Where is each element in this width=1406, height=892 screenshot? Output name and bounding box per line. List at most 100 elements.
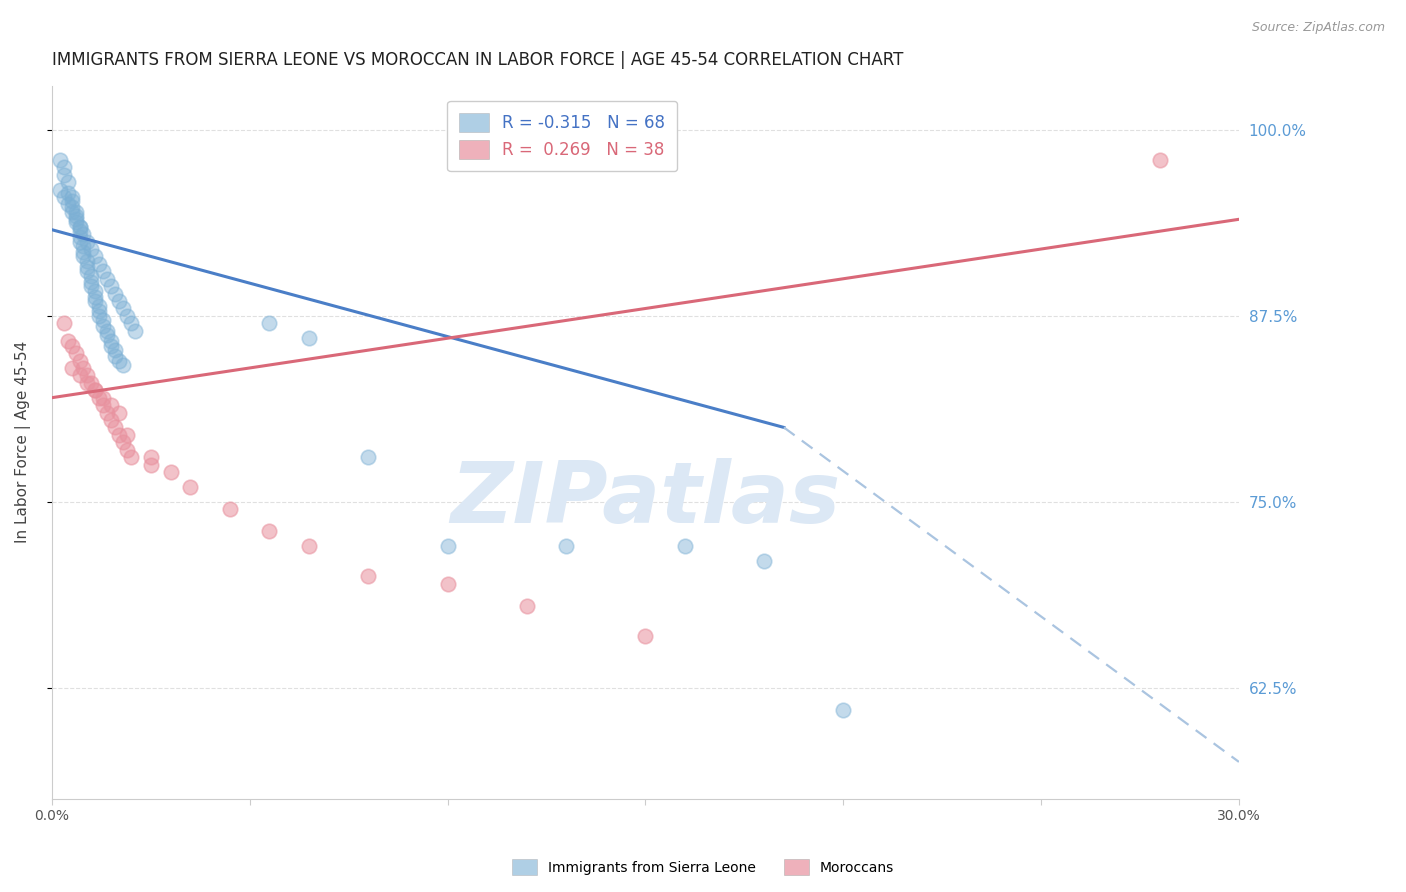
Point — [115, 428, 138, 442]
Point — [104, 420, 127, 434]
Point — [80, 268, 103, 283]
Point — [832, 703, 855, 717]
Point — [100, 398, 122, 412]
Point — [80, 242, 103, 256]
Point — [124, 324, 146, 338]
Point — [60, 205, 83, 219]
Point — [72, 239, 94, 253]
Point — [76, 376, 98, 390]
Point — [84, 250, 107, 264]
Y-axis label: In Labor Force | Age 45-54: In Labor Force | Age 45-54 — [15, 341, 31, 543]
Point — [298, 539, 321, 553]
Point — [752, 554, 775, 568]
Point — [72, 250, 94, 264]
Point — [84, 294, 107, 309]
Point — [69, 224, 91, 238]
Point — [76, 368, 98, 383]
Point — [60, 194, 83, 209]
Point — [112, 435, 135, 450]
Point — [91, 398, 114, 412]
Point — [65, 215, 87, 229]
Point — [139, 458, 162, 472]
Point — [139, 450, 162, 465]
Point — [108, 353, 131, 368]
Point — [80, 275, 103, 289]
Point — [69, 219, 91, 234]
Point — [84, 284, 107, 298]
Point — [436, 539, 458, 553]
Point — [91, 264, 114, 278]
Point — [91, 391, 114, 405]
Point — [357, 450, 380, 465]
Point — [159, 465, 181, 479]
Point — [108, 406, 131, 420]
Point — [76, 264, 98, 278]
Point — [108, 294, 131, 309]
Point — [69, 235, 91, 249]
Point — [56, 197, 79, 211]
Point — [76, 260, 98, 274]
Point — [89, 257, 111, 271]
Point — [56, 334, 79, 349]
Point — [179, 480, 201, 494]
Point — [115, 309, 138, 323]
Point — [80, 376, 103, 390]
Point — [69, 219, 91, 234]
Point — [112, 358, 135, 372]
Point — [69, 230, 91, 244]
Point — [100, 339, 122, 353]
Point — [634, 628, 657, 642]
Point — [673, 539, 696, 553]
Point — [65, 346, 87, 360]
Point — [80, 279, 103, 293]
Point — [48, 153, 70, 167]
Point — [104, 286, 127, 301]
Point — [219, 502, 242, 516]
Legend: Immigrants from Sierra Leone, Moroccans: Immigrants from Sierra Leone, Moroccans — [506, 854, 900, 880]
Point — [259, 524, 281, 539]
Point — [436, 576, 458, 591]
Point — [108, 428, 131, 442]
Point — [56, 186, 79, 200]
Point — [84, 384, 107, 398]
Point — [516, 599, 538, 613]
Point — [60, 361, 83, 376]
Point — [52, 168, 75, 182]
Point — [96, 324, 118, 338]
Point — [89, 309, 111, 323]
Point — [56, 175, 79, 189]
Point — [120, 317, 142, 331]
Point — [104, 343, 127, 358]
Point — [72, 361, 94, 376]
Point — [1149, 153, 1171, 167]
Point — [555, 539, 578, 553]
Text: Source: ZipAtlas.com: Source: ZipAtlas.com — [1251, 21, 1385, 35]
Point — [89, 299, 111, 313]
Point — [115, 442, 138, 457]
Point — [259, 317, 281, 331]
Point — [48, 183, 70, 197]
Text: IMMIGRANTS FROM SIERRA LEONE VS MOROCCAN IN LABOR FORCE | AGE 45-54 CORRELATION : IMMIGRANTS FROM SIERRA LEONE VS MOROCCAN… — [52, 51, 903, 69]
Point — [112, 301, 135, 316]
Point — [65, 205, 87, 219]
Point — [91, 313, 114, 327]
Point — [52, 190, 75, 204]
Point — [89, 304, 111, 318]
Point — [120, 450, 142, 465]
Point — [72, 245, 94, 260]
Point — [84, 290, 107, 304]
Point — [91, 319, 114, 334]
Text: ZIPatlas: ZIPatlas — [450, 458, 841, 541]
Point — [100, 279, 122, 293]
Point — [96, 328, 118, 343]
Point — [60, 190, 83, 204]
Point — [65, 210, 87, 224]
Point — [96, 406, 118, 420]
Point — [76, 254, 98, 268]
Point — [60, 339, 83, 353]
Point — [89, 391, 111, 405]
Point — [65, 212, 87, 227]
Point — [52, 161, 75, 175]
Point — [100, 334, 122, 349]
Point — [298, 331, 321, 345]
